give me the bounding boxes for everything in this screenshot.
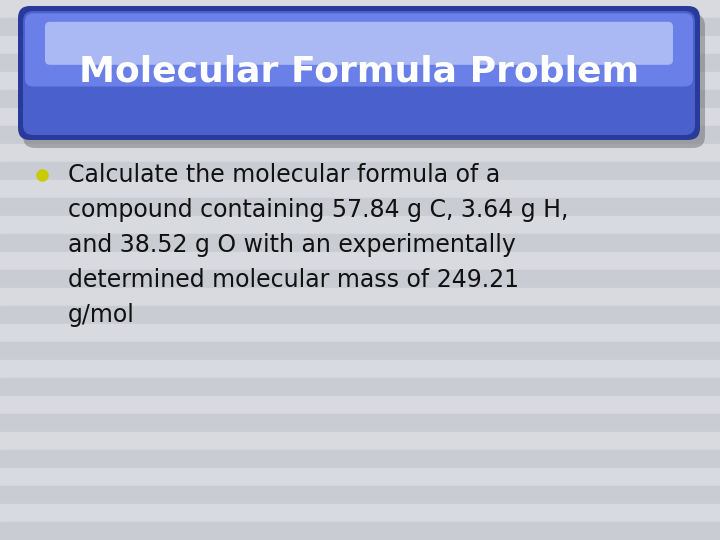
Bar (0, 90, 720, 108)
FancyBboxPatch shape (23, 14, 705, 148)
Bar (0, 288, 720, 306)
Bar (0, 486, 720, 504)
FancyBboxPatch shape (25, 14, 693, 86)
Text: g/mol: g/mol (68, 303, 135, 327)
Bar (0, 396, 720, 414)
FancyBboxPatch shape (45, 22, 673, 65)
Bar (0, 144, 720, 162)
Bar (0, 216, 720, 234)
Bar (0, 72, 720, 90)
Bar (0, 360, 720, 378)
Bar (0, 522, 720, 540)
Bar (0, 180, 720, 198)
Bar (0, 414, 720, 432)
Bar (0, 342, 720, 360)
Text: and 38.52 g O with an experimentally: and 38.52 g O with an experimentally (68, 233, 516, 257)
Bar (0, 54, 720, 72)
Bar (0, 270, 720, 288)
Text: Calculate the molecular formula of a: Calculate the molecular formula of a (68, 163, 500, 187)
Bar (0, 432, 720, 450)
Bar (0, 378, 720, 396)
Bar (0, 108, 720, 126)
Text: determined molecular mass of 249.21: determined molecular mass of 249.21 (68, 268, 519, 292)
Bar (0, 18, 720, 36)
FancyBboxPatch shape (23, 11, 695, 135)
Bar (0, 0, 720, 18)
Bar (0, 504, 720, 522)
FancyBboxPatch shape (18, 6, 700, 140)
Bar (0, 306, 720, 324)
Bar (0, 162, 720, 180)
Text: compound containing 57.84 g C, 3.64 g H,: compound containing 57.84 g C, 3.64 g H, (68, 198, 568, 222)
Text: Molecular Formula Problem: Molecular Formula Problem (79, 54, 639, 88)
Bar (0, 234, 720, 252)
Bar (0, 126, 720, 144)
Bar (0, 324, 720, 342)
Bar (0, 36, 720, 54)
Bar (0, 198, 720, 216)
Bar (0, 450, 720, 468)
Bar (0, 252, 720, 270)
Bar (0, 468, 720, 486)
